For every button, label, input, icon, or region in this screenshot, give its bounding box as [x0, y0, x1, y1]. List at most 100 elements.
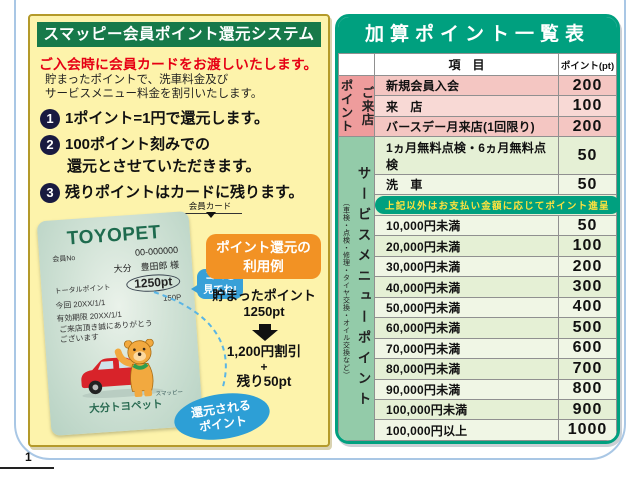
total-points-highlight: 1250pt	[125, 272, 181, 294]
table-header-row: 項 目 ポイント(pt)	[338, 53, 617, 76]
points-cell: 800	[558, 378, 617, 401]
group-label-sub: （車検・点検・修理・タイヤ交換・オイル交換など）	[342, 198, 350, 379]
table-row: 40,000円未満 300	[339, 276, 617, 298]
rule-line: 還元とさせていただきます。	[67, 158, 261, 175]
table-row: バースデー月来店(1回限り) 200	[339, 115, 617, 138]
item-cell: バースデー月来店(1回限り)	[374, 115, 559, 138]
item-cell: 来 店	[374, 95, 559, 117]
table-row: 100,000円以上 1000	[339, 419, 617, 441]
table-row: 10,000円未満 50	[339, 214, 617, 237]
points-cell: 200	[558, 255, 617, 278]
points-description: 貯まったポイントで、洗車料金及び サービスメニュー料金を割引いたします。	[45, 73, 262, 101]
member-card: TOYOPET 会員No 00-000000 大分 豊田郎 様 トータルポイント…	[36, 210, 204, 437]
dealer-name-text: 大分トヨペット	[88, 398, 163, 416]
item-cell: 60,000円未満	[374, 317, 559, 339]
mascot-name: スマッピー	[155, 389, 184, 398]
rules-list: 1 1ポイント=1円で還元します。 2 100ポイント刻みでの 還元とさせていただきます…	[40, 108, 324, 208]
item-cell: 1ヵ月無料点検・6ヵ月無料点検	[374, 136, 559, 176]
table-row: 30,000円未満 200	[339, 255, 617, 278]
table-row: 20,000円未満 100	[339, 235, 617, 257]
points-table: 項 目 ポイント(pt) ご来店 ポイント 新規会員入会 200 来 店 100 バースデー…	[338, 53, 617, 441]
redemption-result-text: 1,200円割引 + 残り50pt	[202, 344, 326, 390]
mascot-illustration	[81, 338, 164, 398]
page-number-line	[0, 467, 54, 469]
total-points-label: トータルポイント	[54, 284, 111, 296]
accumulated-points-text: 貯まったポイント 1250pt	[202, 288, 326, 320]
item-cell: 50,000円未満	[374, 296, 559, 319]
rule-line: 100ポイント刻みでの	[65, 136, 211, 153]
table-row: 70,000円未満 600	[339, 337, 617, 360]
table-row: 50,000円未満 400	[339, 296, 617, 319]
result-line: 1,200円割引	[226, 344, 302, 359]
group-label-main: サービスメニューポイント	[355, 165, 371, 412]
points-cell: 600	[558, 337, 617, 360]
notice-row: 上記以外はお支払い金額に応じてポイント進呈	[339, 194, 617, 216]
accum-line: 貯まったポイント	[212, 288, 316, 303]
current-points: 150P	[162, 292, 182, 303]
down-triangle-icon	[206, 212, 216, 218]
rule-text: 100ポイント刻みでの還元とさせていただきます。	[65, 134, 261, 178]
table-row: 来 店 100	[339, 95, 617, 117]
points-cell: 400	[558, 296, 617, 319]
bubble-line: 見てね!	[203, 285, 237, 296]
group-label-sub: ポイント	[338, 79, 353, 134]
points-cell: 50	[558, 214, 617, 237]
points-cell: 700	[558, 358, 617, 380]
item-cell: 洗 車	[374, 174, 559, 196]
rule-line: 1ポイント=1円で還元します。	[65, 110, 269, 127]
notice-pill: 上記以外はお支払い金額に応じてポイント進呈	[375, 196, 617, 215]
group-label-main: ご来店	[359, 85, 374, 127]
item-cell: 新規会員入会	[374, 74, 559, 97]
rule-number-badge: 1	[40, 109, 60, 129]
example-title-line: 利用例	[243, 259, 284, 274]
points-cell: 200	[558, 115, 617, 138]
rule-text: 1ポイント=1円で還元します。	[65, 108, 269, 130]
rule-number-badge: 2	[40, 135, 60, 155]
item-column-header: 項 目	[374, 53, 559, 76]
points-cell: 900	[558, 399, 617, 421]
table-row: 60,000円未満 500	[339, 317, 617, 339]
member-no-label: 会員No	[52, 254, 76, 264]
item-cell: 20,000円未満	[374, 235, 559, 257]
table-row: 80,000円未満 700	[339, 358, 617, 380]
rule-number-badge: 3	[40, 183, 60, 203]
item-cell: 30,000円未満	[374, 255, 559, 278]
member-card-label-text: 会員カード	[188, 201, 232, 211]
table-row: ご来店 ポイント 新規会員入会 200	[338, 74, 617, 138]
points-table-body: ご来店 ポイント 新規会員入会 200 来 店 100 バースデー月来店(1回限り) 200 サ…	[338, 74, 617, 441]
points-table-panel: 加算ポイント一覧表 項 目 ポイント(pt) ご来店 ポイント 新規会員入会 200 来…	[335, 14, 620, 444]
rule-item: 2 100ポイント刻みでの 還元とさせていただきます。	[40, 134, 324, 178]
item-cell: 70,000円未満	[374, 337, 559, 360]
current-visit-date: 今回 20XX/1/1	[55, 297, 106, 311]
group-service-cell: サービスメニューポイント （車検・点検・修理・タイヤ交換・オイル交換など）	[338, 136, 375, 441]
rule-text: 残りポイントはカードに残ります。	[65, 182, 304, 204]
rule-line: 残りポイントはカードに残ります。	[65, 184, 304, 201]
item-cell: 80,000円未満	[374, 358, 559, 380]
table-row: 90,000円未満 800	[339, 378, 617, 401]
points-cell: 200	[558, 74, 617, 97]
item-cell: 10,000円未満	[374, 214, 559, 237]
member-no-value: 00-000000	[134, 244, 179, 258]
rule-item: 3 残りポイントはカードに残ります。	[40, 182, 324, 204]
table-title: 加算ポイント一覧表	[338, 17, 617, 53]
notice-cell: 上記以外はお支払い金額に応じてポイント進呈	[374, 194, 617, 216]
table-row: 洗 車 50	[339, 174, 617, 196]
item-cell: 100,000円未満	[374, 399, 559, 421]
table-row: サービスメニューポイント （車検・点検・修理・タイヤ交換・オイル交換など） 1ヵ月無…	[338, 136, 617, 441]
example-title-box: ポイント還元の 利用例	[206, 234, 321, 279]
plus-sign: +	[260, 360, 268, 374]
corner-cell	[338, 53, 375, 76]
points-cell: 50	[558, 136, 617, 176]
points-cell: 100	[558, 95, 617, 117]
page-title: スマッピー会員ポイント還元システム	[37, 22, 321, 47]
left-panel: スマッピー会員ポイント還元システム ご入会時に会員カードをお渡しいたします。 貯…	[28, 14, 330, 447]
rule-item: 1 1ポイント=1円で還元します。	[40, 108, 324, 130]
accum-line: 1250pt	[243, 304, 285, 319]
description-line: サービスメニュー料金を割引いたします。	[45, 88, 263, 100]
item-cell: 40,000円未満	[374, 276, 559, 298]
table-row: 100,000円未満 900	[339, 399, 617, 421]
membership-note: ご入会時に会員カードをお渡しいたします。	[39, 57, 318, 72]
group-visit-label: ご来店 ポイント	[339, 76, 374, 136]
down-arrow-icon	[252, 324, 278, 341]
page-number: 1	[25, 450, 32, 464]
